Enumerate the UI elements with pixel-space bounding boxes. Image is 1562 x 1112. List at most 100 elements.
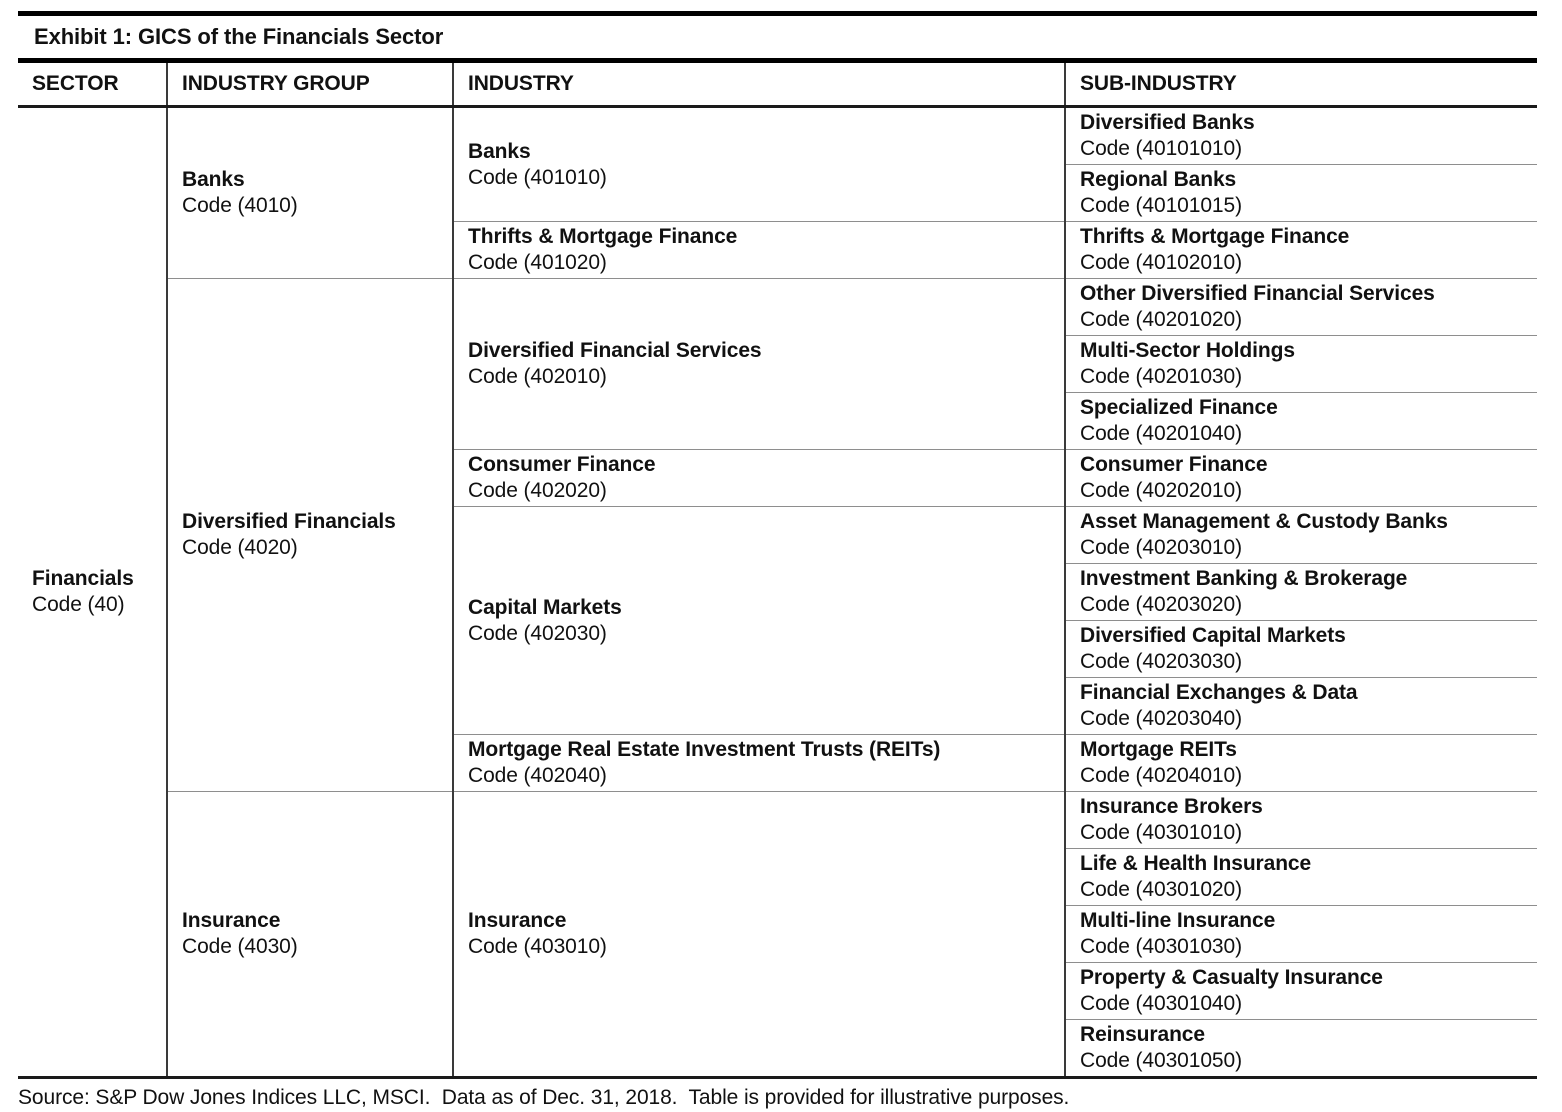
sub-industry-cell-name: Specialized Finance [1080, 396, 1278, 419]
sub-industry-cell: Consumer Finance Code (40202010) [1064, 449, 1537, 507]
sub-industry-cell-name: Diversified Banks [1080, 111, 1255, 134]
sub-industry-cell-code: Code (40301020) [1080, 878, 1242, 901]
industry-cell-code: Code (401010) [468, 165, 607, 189]
table-row: Reinsurance Code (40301050) [18, 1019, 1537, 1078]
sub-industry-cell-name: Thrifts & Mortgage Finance [1080, 225, 1350, 248]
industry-group-cell-code: Code (4010) [182, 194, 298, 217]
exhibit-container: Exhibit 1: GICS of the Financials Sector… [18, 11, 1537, 1112]
sub-industry-cell: Thrifts & Mortgage Finance Code (40102010… [1064, 221, 1537, 279]
source-note: Source: S&P Dow Jones Indices LLC, MSCI.… [18, 1086, 1070, 1109]
table-row: Regional Banks Code (40101015) [18, 164, 1537, 222]
sub-industry-cell-code: Code (40203040) [1080, 707, 1242, 730]
industry-group-cell-name: Diversified Financials [182, 510, 396, 533]
industry-cell-code: Code (402010) [468, 365, 607, 388]
sub-industry-cell-code: Code (40101010) [1080, 137, 1242, 160]
industry-cell-code: Code (403010) [468, 935, 607, 958]
sub-industry-cell: Multi-line Insurance Code (40301030) [1064, 905, 1537, 963]
sector-cell: Financials Code (40) [18, 106, 167, 1078]
industry-cell-name: Mortgage Real Estate Investment Trusts (… [468, 738, 941, 761]
table-row: Multi-Sector Holdings Code (40201030) [18, 335, 1537, 393]
sub-industry-cell: Financial Exchanges & Data Code (40203040… [1064, 677, 1537, 735]
sub-industry-cell-code: Code (40204010) [1080, 764, 1242, 787]
industry-cell: Capital Markets Code (402030) [452, 506, 1065, 735]
sub-industry-cell: Diversified Capital Markets Code (4020303… [1064, 620, 1537, 678]
industry-cell-name: Diversified Financial Services [468, 339, 762, 362]
exhibit-title: Exhibit 1: GICS of the Financials Sector [34, 24, 444, 49]
industry-cell-name: Insurance [468, 909, 567, 932]
sub-industry-cell: Mortgage REITs Code (40204010) [1064, 734, 1537, 792]
table-row: Capital Markets Code (402030) Asset Manage… [18, 506, 1537, 735]
sub-industry-cell: Multi-Sector Holdings Code (40201030) [1064, 335, 1537, 393]
table-row: Diversified Capital Markets Code (4020303… [18, 620, 1537, 678]
table-row: Property & Casualty Insurance Code (40301… [18, 962, 1537, 1020]
sub-industry-cell-code: Code (40201030) [1080, 365, 1242, 388]
column-header-sector: SECTOR [18, 63, 167, 108]
sub-industry-cell-code: Code (40301010) [1080, 821, 1242, 844]
sub-industry-cell-name: Financial Exchanges & Data [1080, 681, 1358, 704]
sub-industry-cell-code: Code (40202010) [1080, 479, 1242, 502]
industry-cell-name: Thrifts & Mortgage Finance [468, 225, 738, 248]
table-row: Financials Code (40) Banks Code (4010) Banks… [18, 106, 1537, 1078]
sub-industry-cell-name: Multi-line Insurance [1080, 909, 1276, 932]
sub-industry-cell-code: Code (40201040) [1080, 422, 1242, 445]
table-row: Multi-line Insurance Code (40301030) [18, 905, 1537, 963]
sub-industry-cell: Investment Banking & Brokerage Code (4020… [1064, 563, 1537, 621]
industry-group-cell-name: Insurance [182, 909, 281, 932]
industry-cell: Thrifts & Mortgage Finance Code (401020) [452, 221, 1065, 279]
sub-industry-cell-name: Property & Casualty Insurance [1080, 966, 1383, 989]
industry-cell: Insurance Code (403010) [452, 791, 1065, 1078]
sub-industry-cell: Diversified Banks Code (40101010) [1064, 106, 1537, 165]
sub-industry-cell-name: Mortgage REITs [1080, 738, 1237, 761]
sub-industry-cell: Life & Health Insurance Code (40301020) [1064, 848, 1537, 906]
industry-group-cell-code: Code (4020) [182, 536, 298, 559]
sub-industry-cell-code: Code (40301050) [1080, 1049, 1242, 1072]
sub-industry-cell-name: Reinsurance [1080, 1023, 1205, 1046]
header-row: SECTOR INDUSTRY GROUP INDUSTRY SUB-INDUS… [18, 63, 1537, 108]
sub-industry-cell-name: Multi-Sector Holdings [1080, 339, 1295, 362]
industry-group-cell: Insurance Code (4030) [166, 791, 453, 1078]
industry-group-cell: Banks Code (4010) [166, 106, 453, 279]
sub-industry-cell: Asset Management & Custody Banks Code (40… [1064, 506, 1537, 564]
industry-cell-code: Code (402040) [468, 764, 607, 787]
sector-cell-code: Code (40) [32, 593, 125, 616]
industry-cell-code: Code (402020) [468, 479, 607, 502]
sub-industry-cell-code: Code (40203010) [1080, 536, 1242, 559]
table-row: Financial Exchanges & Data Code (40203040… [18, 677, 1537, 735]
table-row: Diversified Financials Code (4020) Diversi… [18, 278, 1537, 792]
sub-industry-cell: Insurance Brokers Code (40301010) [1064, 791, 1537, 849]
sub-industry-cell-name: Life & Health Insurance [1080, 852, 1312, 875]
sub-industry-cell-code: Code (40301040) [1080, 992, 1242, 1015]
sub-industry-cell-code: Code (40301030) [1080, 935, 1242, 958]
sub-industry-cell-code: Code (40201020) [1080, 308, 1242, 331]
industry-cell: Mortgage Real Estate Investment Trusts (… [452, 734, 1065, 792]
industry-group-cell: Diversified Financials Code (4020) [166, 278, 453, 792]
industry-group-cell-name: Banks [182, 168, 245, 191]
table-row: Investment Banking & Brokerage Code (4020… [18, 563, 1537, 621]
table-row: Mortgage Real Estate Investment Trusts (… [18, 734, 1537, 792]
sub-industry-cell-name: Regional Banks [1080, 168, 1237, 191]
industry-cell-code: Code (402030) [468, 621, 607, 645]
table-row: Specialized Finance Code (40201040) [18, 392, 1537, 450]
industry-cell-name: Banks [468, 139, 531, 163]
sub-industry-cell-name: Asset Management & Custody Banks [1080, 510, 1448, 533]
table-row: Life & Health Insurance Code (40301020) [18, 848, 1537, 906]
column-header-industry-group: INDUSTRY GROUP [166, 63, 453, 108]
sub-industry-cell-code: Code (40203030) [1080, 650, 1242, 673]
sub-industry-cell-code: Code (40101015) [1080, 194, 1242, 217]
sub-industry-cell: Reinsurance Code (40301050) [1064, 1019, 1537, 1078]
gics-table: SECTOR INDUSTRY GROUP INDUSTRY SUB-INDUS… [18, 63, 1537, 1079]
sub-industry-cell-name: Consumer Finance [1080, 453, 1268, 476]
sub-industry-cell-code: Code (40102010) [1080, 251, 1242, 274]
industry-cell-name: Capital Markets [468, 595, 622, 619]
column-header-sub-industry: SUB-INDUSTRY [1064, 63, 1537, 108]
industry-cell: Diversified Financial Services Code (4020… [452, 278, 1065, 450]
sub-industry-cell-name: Insurance Brokers [1080, 795, 1263, 818]
sub-industry-cell-name: Investment Banking & Brokerage [1080, 567, 1408, 590]
table-row: Thrifts & Mortgage Finance Code (401020) T… [18, 221, 1537, 279]
industry-group-cell-code: Code (4030) [182, 935, 298, 958]
sector-cell-name: Financials [32, 567, 134, 590]
industry-cell: Consumer Finance Code (402020) [452, 449, 1065, 507]
title-bottom-rule [18, 58, 1537, 63]
industry-cell: Banks Code (401010) [452, 106, 1065, 222]
